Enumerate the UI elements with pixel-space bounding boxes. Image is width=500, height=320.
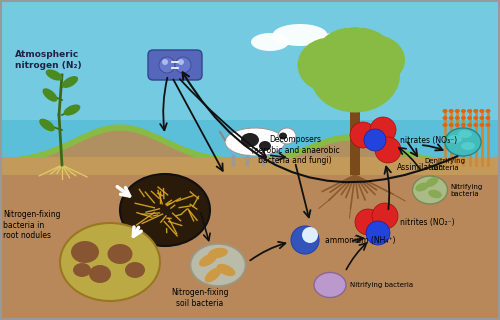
Ellipse shape	[39, 119, 55, 131]
Ellipse shape	[345, 35, 405, 85]
Ellipse shape	[428, 190, 442, 198]
Text: Nitrifying
bacteria: Nitrifying bacteria	[450, 183, 482, 196]
Bar	[0, 157, 500, 175]
Text: Nitrogen-fixing
bacteria in
root nodules: Nitrogen-fixing bacteria in root nodules	[3, 210, 60, 240]
Circle shape	[302, 227, 318, 243]
Ellipse shape	[314, 33, 356, 51]
Ellipse shape	[442, 116, 448, 120]
Ellipse shape	[442, 109, 448, 113]
Text: nitrites (NO₂⁻): nitrites (NO₂⁻)	[400, 218, 454, 227]
Text: Atmospheric
nitrogen (N₂): Atmospheric nitrogen (N₂)	[15, 50, 82, 70]
Circle shape	[372, 203, 398, 229]
Bar	[0, 0, 500, 165]
Ellipse shape	[442, 123, 448, 127]
Text: Denitrifying
bacteria: Denitrifying bacteria	[424, 157, 466, 171]
Circle shape	[162, 59, 168, 65]
Ellipse shape	[461, 116, 466, 120]
Ellipse shape	[120, 174, 210, 246]
Ellipse shape	[46, 69, 62, 81]
Ellipse shape	[60, 223, 160, 301]
Ellipse shape	[89, 265, 111, 283]
Bar	[0, 0, 500, 120]
Ellipse shape	[461, 109, 466, 113]
Ellipse shape	[445, 128, 481, 156]
Ellipse shape	[448, 109, 454, 113]
Ellipse shape	[336, 27, 374, 43]
Circle shape	[175, 57, 191, 73]
Circle shape	[364, 129, 386, 151]
Circle shape	[355, 209, 381, 235]
Text: Decomposers
(aerobic and anaerobic
bacteria and fungi): Decomposers (aerobic and anaerobic bacte…	[250, 135, 340, 165]
Ellipse shape	[272, 24, 328, 46]
Ellipse shape	[108, 244, 132, 264]
Ellipse shape	[73, 263, 91, 277]
Ellipse shape	[448, 123, 454, 127]
Ellipse shape	[259, 141, 271, 151]
Circle shape	[291, 226, 319, 254]
Circle shape	[159, 57, 175, 73]
Ellipse shape	[486, 123, 490, 127]
Ellipse shape	[314, 273, 346, 298]
Text: Nitrogen-fixing
soil bacteria: Nitrogen-fixing soil bacteria	[171, 288, 229, 308]
Circle shape	[350, 122, 376, 148]
Ellipse shape	[71, 241, 99, 263]
Ellipse shape	[241, 133, 259, 147]
Ellipse shape	[467, 116, 472, 120]
Ellipse shape	[204, 268, 222, 283]
Ellipse shape	[480, 109, 484, 113]
Ellipse shape	[278, 128, 296, 144]
Ellipse shape	[480, 123, 484, 127]
Ellipse shape	[412, 176, 448, 204]
Circle shape	[366, 221, 390, 245]
Ellipse shape	[42, 88, 58, 102]
Ellipse shape	[125, 262, 145, 278]
Circle shape	[375, 137, 401, 163]
Ellipse shape	[190, 244, 246, 286]
Ellipse shape	[448, 116, 454, 120]
Text: Nitrifying bacteria: Nitrifying bacteria	[350, 282, 413, 288]
Ellipse shape	[455, 109, 460, 113]
Ellipse shape	[486, 109, 490, 113]
Ellipse shape	[416, 182, 428, 191]
Ellipse shape	[199, 253, 217, 267]
Ellipse shape	[473, 123, 478, 127]
Ellipse shape	[461, 142, 475, 150]
FancyBboxPatch shape	[148, 50, 202, 80]
Ellipse shape	[310, 37, 400, 113]
Ellipse shape	[298, 37, 362, 92]
Circle shape	[178, 59, 184, 65]
Ellipse shape	[208, 248, 228, 258]
Ellipse shape	[279, 132, 287, 140]
Ellipse shape	[318, 27, 392, 77]
Circle shape	[370, 117, 396, 143]
Ellipse shape	[216, 264, 236, 276]
Bar	[350, 100, 360, 175]
Ellipse shape	[225, 128, 285, 156]
Text: ammonium (NH₄⁺): ammonium (NH₄⁺)	[325, 236, 396, 244]
Text: nitrates (NO₃⁻): nitrates (NO₃⁻)	[400, 135, 457, 145]
Ellipse shape	[461, 123, 466, 127]
Ellipse shape	[251, 33, 289, 51]
Ellipse shape	[448, 135, 462, 143]
Ellipse shape	[62, 76, 78, 88]
Text: Assimilation: Assimilation	[396, 163, 444, 172]
Ellipse shape	[455, 116, 460, 120]
Ellipse shape	[486, 116, 490, 120]
Ellipse shape	[473, 109, 478, 113]
Ellipse shape	[467, 109, 472, 113]
Ellipse shape	[473, 116, 478, 120]
Ellipse shape	[455, 123, 460, 127]
Ellipse shape	[458, 130, 472, 138]
Ellipse shape	[480, 116, 484, 120]
Ellipse shape	[426, 177, 438, 187]
Bar	[0, 160, 500, 320]
Ellipse shape	[467, 123, 472, 127]
Ellipse shape	[64, 104, 80, 116]
